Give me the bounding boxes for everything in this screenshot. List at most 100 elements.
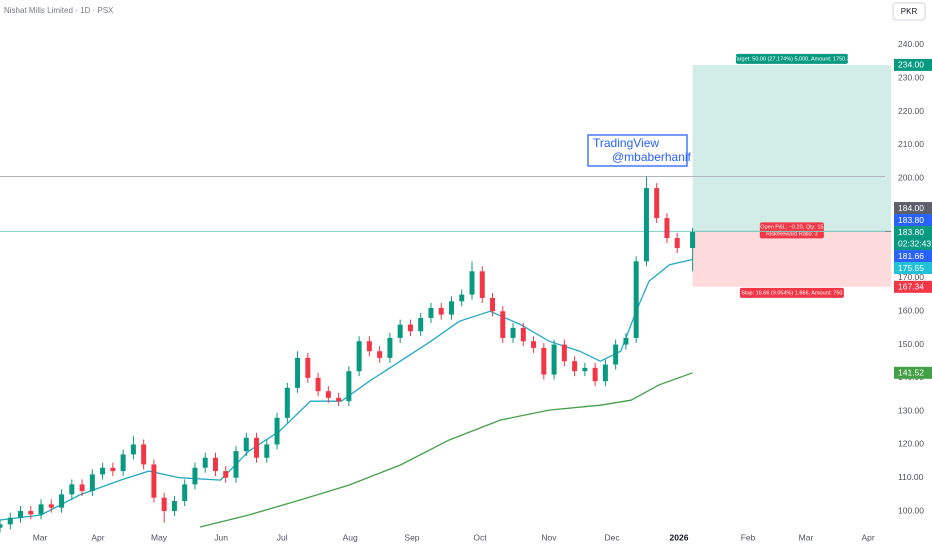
candle-body xyxy=(0,524,3,528)
candle-body xyxy=(212,457,218,472)
candle-body xyxy=(161,497,167,512)
pnl-box xyxy=(759,222,824,239)
y-tick-label: 240.00 xyxy=(898,39,924,49)
candle-body xyxy=(674,238,680,249)
price-badge-label: 234.00 xyxy=(898,60,924,70)
x-tick-label: Sep xyxy=(404,532,419,542)
candle-body xyxy=(623,337,629,345)
candle-body xyxy=(202,457,208,468)
candle-body xyxy=(233,451,239,478)
x-tick-label: Nov xyxy=(541,532,557,542)
price-badge xyxy=(894,366,932,379)
watermark-line1: TradingView xyxy=(593,136,659,150)
x-tick-label: Aug xyxy=(343,532,358,542)
price-badge xyxy=(894,280,932,293)
price-badge xyxy=(894,202,932,215)
candle-body xyxy=(459,294,465,302)
y-tick-label: 130.00 xyxy=(898,405,924,415)
candle-body xyxy=(592,367,598,382)
x-tick-label: Oct xyxy=(473,532,487,542)
candle-body xyxy=(397,324,403,338)
price-badge-label: 167.34 xyxy=(898,282,924,292)
candle-body xyxy=(59,494,65,508)
y-tick-label: 160.00 xyxy=(898,306,924,316)
candle-body xyxy=(602,364,608,382)
candle-body xyxy=(223,471,229,478)
candle-body xyxy=(315,377,321,392)
watermark-box xyxy=(587,134,688,167)
candle-body xyxy=(654,188,660,219)
price-badge xyxy=(894,214,932,227)
y-tick-label: 150.00 xyxy=(898,339,924,349)
y-tick-label: 220.00 xyxy=(898,106,924,116)
candle-body xyxy=(572,361,578,372)
y-tick-label: 100.00 xyxy=(898,505,924,515)
candle-body xyxy=(346,371,352,402)
candle-body xyxy=(561,344,567,362)
candle-body xyxy=(690,232,696,249)
x-tick-label: Apr xyxy=(91,532,104,542)
x-tick-label: Jun xyxy=(214,532,228,542)
candle-body xyxy=(469,271,475,295)
candle-body xyxy=(38,504,44,515)
labels: 240.00230.00220.00210.00200.00190.00180.… xyxy=(33,39,932,542)
target-zone xyxy=(692,64,892,232)
price-badge-label: 183.80 xyxy=(898,227,924,237)
moving-average xyxy=(199,372,693,528)
stop-label: Stop: 16.66 (9.054%) 1,666, Amount: 750 xyxy=(741,290,842,296)
candle-body xyxy=(643,188,649,262)
candle-body xyxy=(407,324,413,332)
candle-body xyxy=(479,271,485,298)
candle-body xyxy=(79,484,85,492)
candle-body xyxy=(438,307,444,315)
candle-body xyxy=(295,357,301,388)
candle-body xyxy=(336,397,342,402)
y-tick-label: 200.00 xyxy=(898,172,924,182)
chart-title: Nishat Mills Limited · 1D · PSX xyxy=(4,6,114,15)
candle-body xyxy=(377,351,383,358)
stop-label-box xyxy=(739,287,844,298)
candle-body xyxy=(428,307,434,318)
candle-body xyxy=(664,218,670,239)
currency-label[interactable]: PKR xyxy=(901,7,918,16)
x-tick-label: Apr xyxy=(861,532,874,542)
y-tick-label: 120.00 xyxy=(898,439,924,449)
price-badge-label: 183.80 xyxy=(898,215,924,225)
candle-body xyxy=(100,467,106,475)
candle-body xyxy=(18,511,24,518)
candle-body xyxy=(531,341,537,348)
candle-body xyxy=(633,261,639,338)
candle-body xyxy=(325,391,331,398)
candle-body xyxy=(284,387,290,418)
y-tick-label: 210.00 xyxy=(898,139,924,149)
position-tool: Target: 50.00 (27.174%) 5,000, Amount: 1… xyxy=(692,53,892,298)
price-badge-label: 181.66 xyxy=(898,251,924,261)
candle-body xyxy=(541,347,547,375)
candle-body xyxy=(613,344,619,365)
candle-body xyxy=(110,467,116,472)
candle-body xyxy=(500,311,506,338)
candle-body xyxy=(120,454,126,472)
y-tick-label: 110.00 xyxy=(898,472,924,482)
candle-body xyxy=(28,511,34,515)
target-label-box xyxy=(735,53,848,64)
candle-body xyxy=(490,297,496,312)
currency-button[interactable] xyxy=(892,2,926,21)
candle-body xyxy=(151,464,157,498)
moving-average xyxy=(0,258,693,521)
y-tick-label: 170.00 xyxy=(898,272,924,282)
candle-body xyxy=(305,357,311,378)
y-tick-label: 230.00 xyxy=(898,72,924,82)
overlays xyxy=(0,175,885,528)
pnl-label: Open P&L: −0.20, Qty: 15 xyxy=(760,224,823,230)
target-label: Target: 50.00 (27.174%) 5,000, Amount: 1… xyxy=(734,56,850,62)
price-badge-label: 141.52 xyxy=(898,368,924,378)
price-badge-label: 184.00 xyxy=(898,203,924,213)
x-tick-label: Mar xyxy=(33,532,48,542)
candle-body xyxy=(69,484,75,495)
stop-zone xyxy=(692,231,892,287)
x-tick-label: May xyxy=(151,532,168,542)
